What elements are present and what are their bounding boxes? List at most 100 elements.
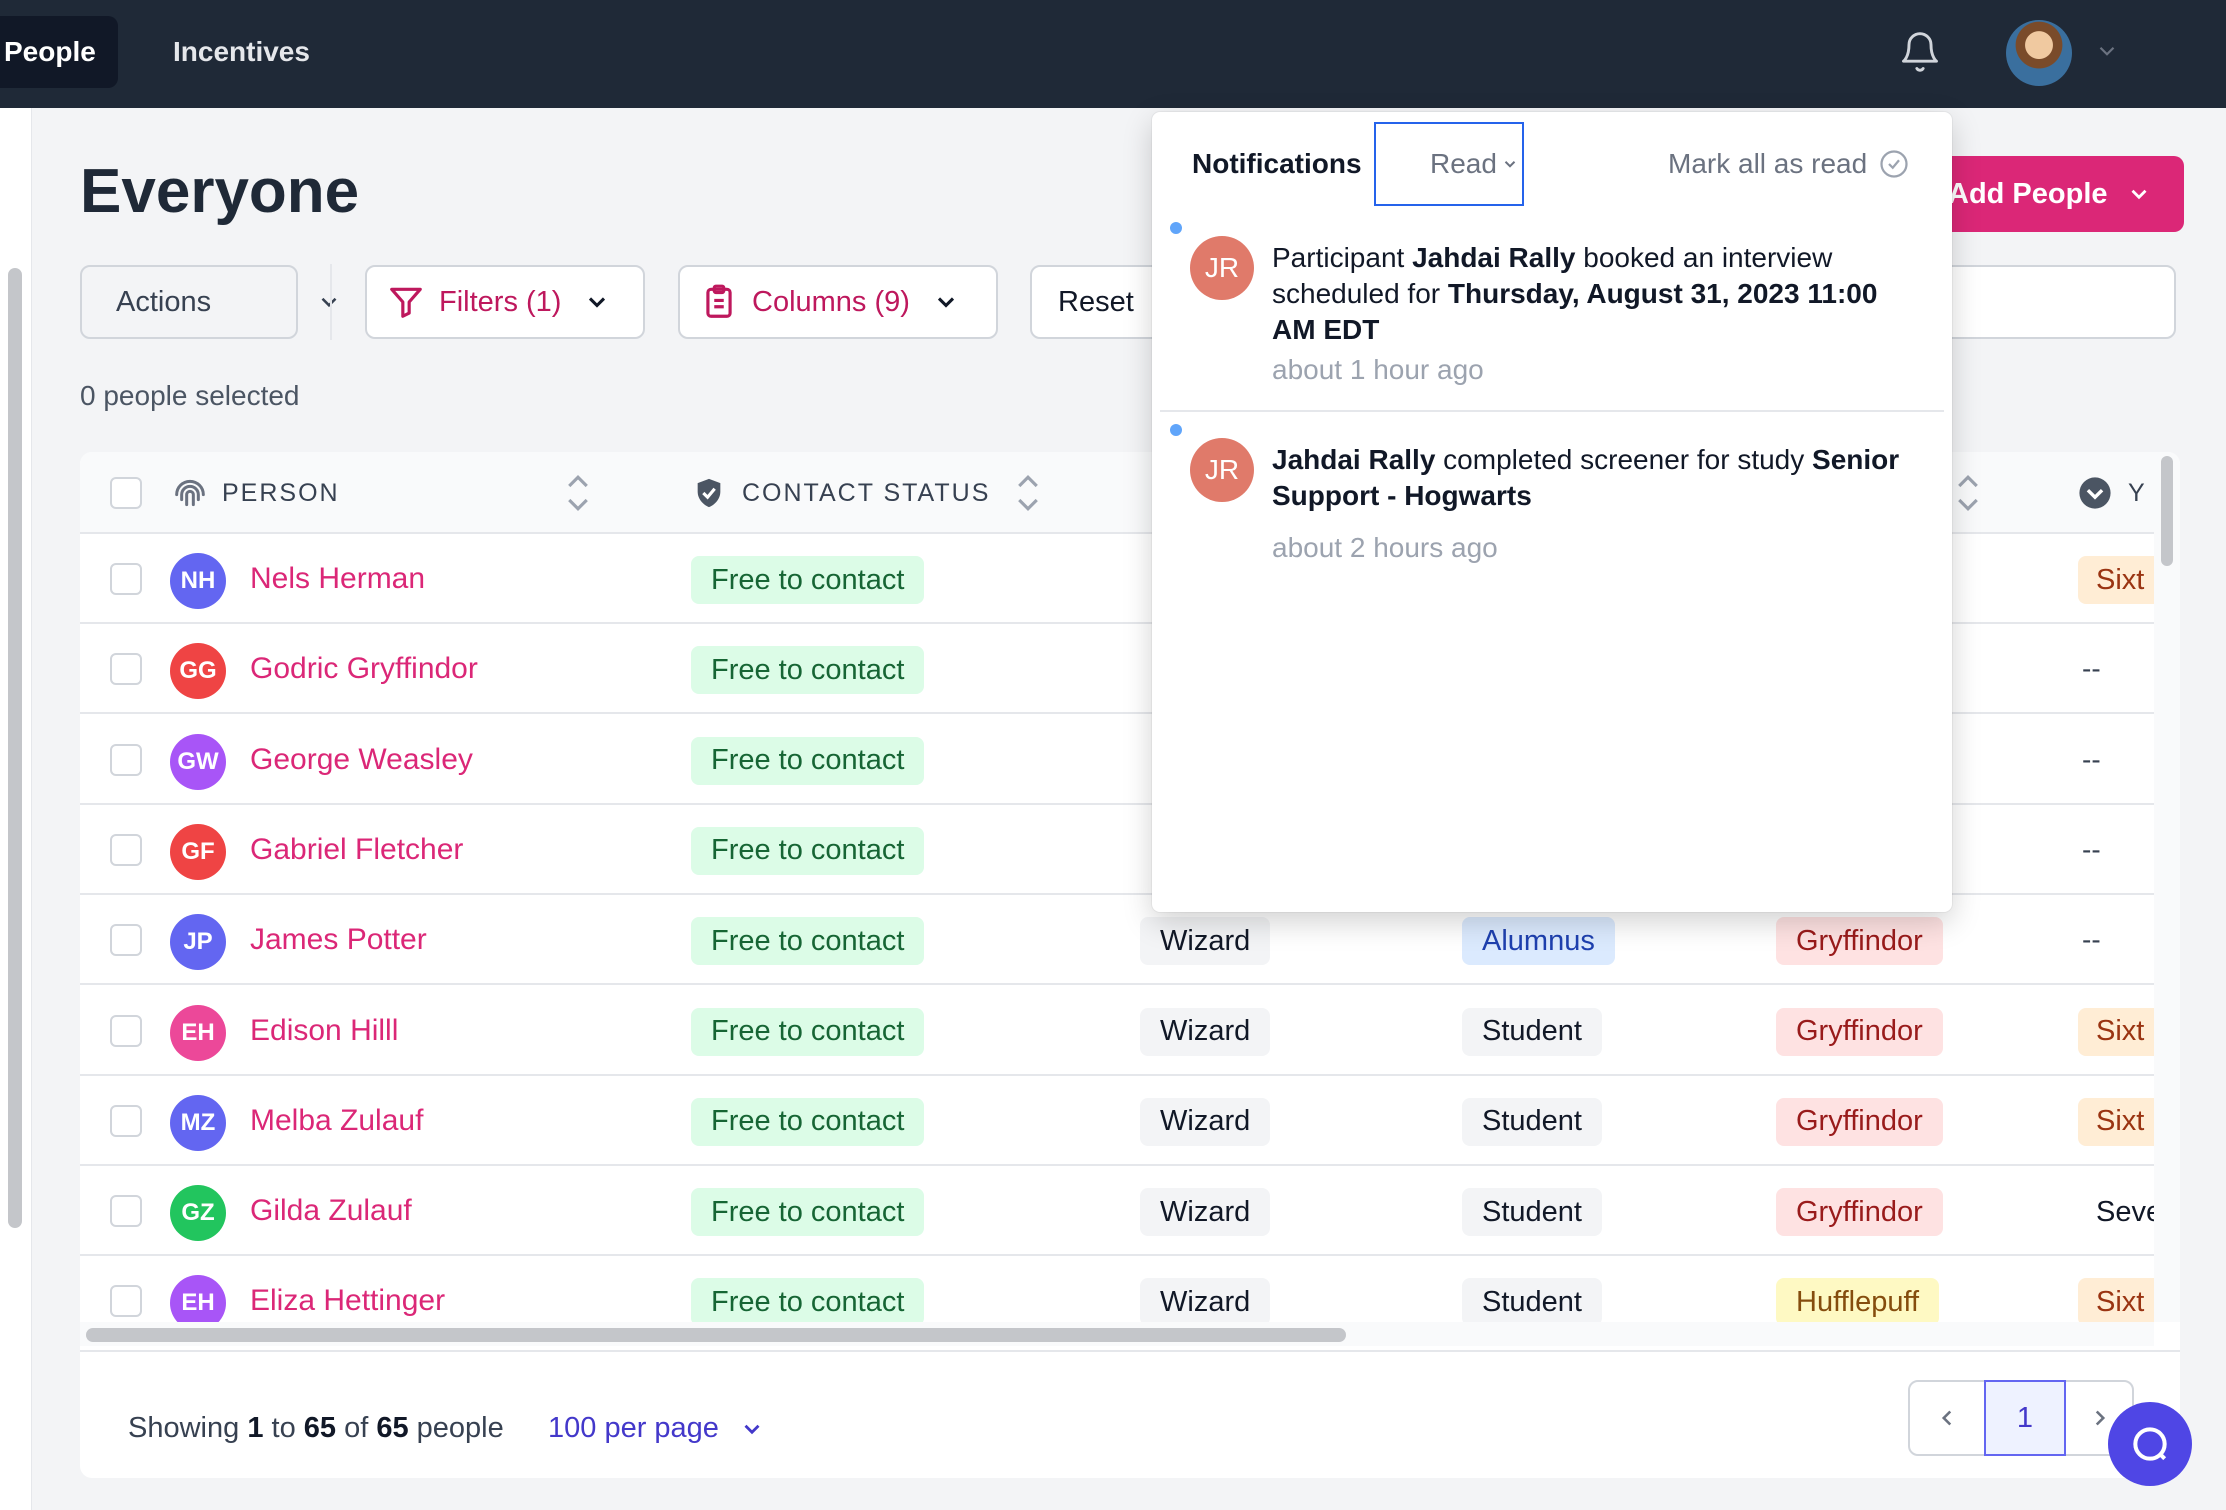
table-row[interactable]: NH Nels Herman Free to contact Sixt (80, 534, 2154, 624)
notification-text-part: Participant (1272, 242, 1413, 273)
page-1-button[interactable]: 1 (1984, 1380, 2066, 1456)
person-avatar: JP (170, 914, 226, 971)
filters-button[interactable]: Filters (1) (365, 265, 645, 339)
type-badge: Wizard (1140, 1007, 1271, 1056)
person-name-link[interactable]: Gilda Zulauf (250, 1194, 412, 1228)
user-avatar[interactable] (2006, 20, 2072, 86)
header-y-label: Y (2128, 478, 2147, 507)
row-checkbox[interactable] (110, 1104, 142, 1137)
header-contact-status[interactable]: CONTACT STATUS (692, 452, 990, 534)
year-empty: -- (2082, 743, 2101, 775)
house-badge: Gryffindor (1776, 1188, 1943, 1237)
header-y[interactable]: Y (2078, 452, 2147, 534)
table-row[interactable]: MZ Melba Zulauf Free to contact Wizard Stude… (80, 1076, 2154, 1166)
vertical-scrollbar-thumb[interactable] (2161, 456, 2173, 566)
header-person[interactable]: PERSON (170, 452, 340, 534)
next-page-button[interactable] (2066, 1382, 2134, 1454)
year-empty: -- (2082, 924, 2101, 956)
row-checkbox[interactable] (110, 653, 142, 686)
showing-prefix: Showing (128, 1412, 240, 1444)
notification-study: Senior Support - Hogwarts (1272, 444, 1900, 511)
actions-button[interactable]: Actions (80, 265, 337, 339)
table-row[interactable]: GF Gabriel Fletcher Free to contact -- (80, 805, 2154, 895)
sort-icon[interactable] (564, 471, 592, 515)
notification-avatar: JR (1190, 236, 1254, 300)
showing-to-word: to (271, 1412, 296, 1444)
notification-text: Participant Jahdai Rally booked an inter… (1272, 240, 1922, 348)
per-page-select[interactable]: 100 per page (548, 1412, 765, 1445)
table-vertical-scrollbar (2154, 452, 2180, 1322)
mark-all-read-button[interactable]: Mark all as read (1668, 148, 1909, 180)
add-people-button[interactable]: Add People (1910, 156, 2184, 232)
chevron-down-icon (744, 1424, 760, 1434)
row-checkbox[interactable] (110, 833, 142, 866)
notification-text-part: booked an interview scheduled for (1272, 242, 1833, 309)
selection-count: 0 people selected (80, 380, 300, 411)
table-row[interactable]: JP James Potter Free to contact Wizard Alumn… (80, 895, 2154, 986)
clipboard-icon (706, 284, 732, 318)
showing-from: 1 (247, 1412, 264, 1444)
person-name-link[interactable]: Eliza Hettinger (250, 1284, 446, 1318)
read-filter-select[interactable]: Read (1374, 122, 1524, 206)
notification-item[interactable]: JR Participant Jahdai Rally booked an in… (1160, 222, 1944, 402)
notification-participant: Jahdai Rally (1272, 444, 1436, 475)
table-row[interactable]: GG Godric Gryffindor Free to contact -- (80, 624, 2154, 715)
row-checkbox[interactable] (110, 924, 142, 957)
notification-separator (1160, 410, 1944, 412)
horizontal-scrollbar-thumb[interactable] (86, 1328, 1346, 1342)
row-checkbox[interactable] (110, 1195, 142, 1228)
columns-label: Columns (9) (752, 285, 910, 318)
header-person-label: PERSON (222, 478, 340, 507)
footer-divider (80, 1350, 2180, 1352)
nav-incentives[interactable]: Incentives (173, 36, 310, 67)
check-circle-icon (2079, 477, 2111, 509)
person-name-link[interactable]: Edison Hilll (250, 1013, 399, 1047)
chevron-down-icon (2131, 189, 2147, 200)
chevron-down-icon[interactable] (2094, 38, 2120, 64)
select-all-checkbox[interactable] (110, 477, 142, 509)
table-row[interactable]: GW George Weasley Free to contact -- (80, 715, 2154, 805)
row-checkbox[interactable] (110, 563, 142, 595)
contact-status-badge: Free to contact (691, 556, 925, 604)
contact-status-badge: Free to contact (691, 1278, 925, 1327)
house-badge: Gryffindor (1776, 1097, 1943, 1146)
nav-people[interactable]: People (0, 16, 118, 88)
chat-support-button[interactable] (2108, 1402, 2192, 1486)
year-badge: Sixt (2078, 1097, 2154, 1146)
reset-label: Reset (1058, 285, 1134, 318)
chat-icon (2133, 1427, 2167, 1461)
person-name-link[interactable]: Melba Zulauf (250, 1103, 424, 1137)
table-row[interactable]: EH Edison Hilll Free to contact Wizard Stude… (80, 986, 2154, 1076)
row-checkbox[interactable] (110, 1285, 142, 1318)
role-badge: Student (1462, 1278, 1602, 1327)
per-page-label: 100 per page (548, 1412, 719, 1444)
contact-status-badge: Free to contact (691, 646, 925, 695)
person-avatar: GW (170, 733, 226, 790)
contact-status-badge: Free to contact (691, 1188, 925, 1237)
person-name-link[interactable]: George Weasley (250, 742, 473, 776)
search-input[interactable] (1920, 265, 2176, 339)
read-filter-label: Read (1430, 148, 1497, 179)
notification-text: Jahdai Rally completed screener for stud… (1272, 442, 1922, 514)
notification-item[interactable]: JR Jahdai Rally completed screener for s… (1160, 424, 1944, 574)
row-checkbox[interactable] (110, 743, 142, 776)
table-row[interactable]: GZ Gilda Zulauf Free to contact Wizard Stude… (80, 1166, 2154, 1257)
person-name-link[interactable]: James Potter (250, 923, 427, 957)
columns-button[interactable]: Columns (9) (678, 265, 998, 339)
chevron-down-icon (1504, 161, 1516, 168)
person-avatar: GZ (170, 1185, 226, 1242)
bell-icon[interactable] (1898, 30, 1942, 74)
row-checkbox[interactable] (110, 1014, 142, 1047)
year-badge: Sixt (2078, 1278, 2154, 1327)
prev-page-button[interactable] (1910, 1382, 1984, 1454)
sort-icon[interactable] (1014, 471, 1042, 515)
table-horizontal-scrollbar (80, 1322, 2154, 1346)
contact-status-badge: Free to contact (691, 826, 925, 875)
contact-status-badge: Free to contact (691, 1007, 925, 1056)
person-name-link[interactable]: Gabriel Fletcher (250, 832, 464, 866)
person-name-link[interactable]: Godric Gryffindor (250, 652, 478, 686)
left-scrollbar-thumb[interactable] (8, 268, 22, 1228)
person-name-link[interactable]: Nels Herman (250, 562, 426, 595)
year-empty: -- (2082, 653, 2101, 685)
sort-icon[interactable] (1954, 471, 1982, 515)
